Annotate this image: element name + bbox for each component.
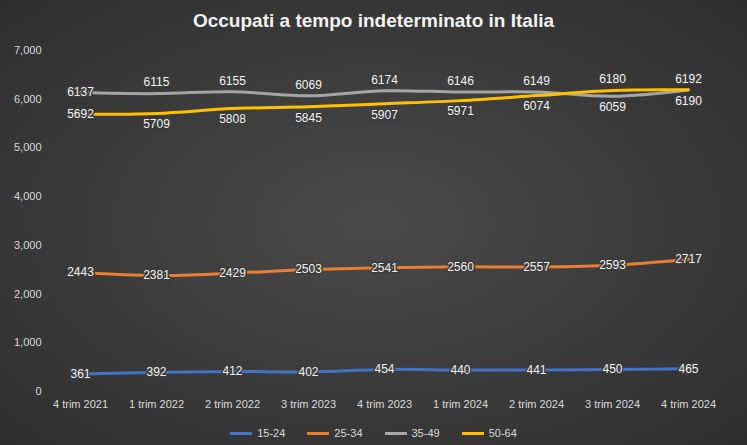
html-text:15-24: 15-24 [257, 427, 286, 439]
svg-text:6059: 6059 [599, 100, 626, 114]
svg-text:6,000: 6,000 [14, 93, 42, 105]
svg-text:2503: 2503 [295, 262, 322, 276]
svg-text:6155: 6155 [219, 74, 246, 88]
svg-text:6069: 6069 [295, 78, 322, 92]
svg-text:2541: 2541 [371, 261, 398, 275]
svg-text:5971: 5971 [447, 104, 474, 118]
html-text:50-64: 50-64 [488, 427, 517, 439]
svg-text:7,000: 7,000 [14, 44, 42, 56]
svg-text:1,000: 1,000 [14, 336, 42, 348]
html-text:Occupati a tempo indeterminato: Occupati a tempo indeterminato in Italia [193, 10, 554, 31]
svg-text:6174: 6174 [371, 73, 398, 87]
html-text:35-49: 35-49 [411, 427, 440, 439]
html-text:25-34: 25-34 [334, 427, 363, 439]
svg-text:3 trim 2024: 3 trim 2024 [585, 398, 640, 410]
svg-text:5907: 5907 [371, 108, 398, 122]
svg-text:2557: 2557 [523, 260, 550, 274]
svg-text:5692: 5692 [67, 107, 94, 121]
svg-text:4 trim 2021: 4 trim 2021 [53, 398, 108, 410]
svg-text:2593: 2593 [599, 258, 626, 272]
svg-text:2429: 2429 [219, 266, 246, 280]
svg-text:5808: 5808 [219, 112, 246, 126]
svg-text:6149: 6149 [523, 74, 550, 88]
svg-text:6146: 6146 [447, 74, 474, 88]
svg-text:6137: 6137 [67, 85, 94, 99]
svg-text:465: 465 [678, 362, 698, 376]
svg-text:3,000: 3,000 [14, 239, 42, 251]
svg-text:4 trim 2023: 4 trim 2023 [357, 398, 412, 410]
svg-text:3 trim 2023: 3 trim 2023 [281, 398, 336, 410]
svg-text:361: 361 [70, 367, 90, 381]
svg-text:2717: 2717 [675, 252, 702, 266]
svg-text:5709: 5709 [143, 117, 170, 131]
svg-text:450: 450 [602, 362, 622, 376]
svg-text:1 trim 2022: 1 trim 2022 [129, 398, 184, 410]
svg-text:1 trim 2024: 1 trim 2024 [433, 398, 488, 410]
svg-text:402: 402 [298, 365, 318, 379]
svg-text:6190: 6190 [675, 94, 702, 108]
svg-text:6074: 6074 [523, 99, 550, 113]
svg-text:0: 0 [35, 385, 41, 397]
svg-text:4 trim 2024: 4 trim 2024 [661, 398, 716, 410]
svg-text:5,000: 5,000 [14, 141, 42, 153]
svg-text:4,000: 4,000 [14, 190, 42, 202]
svg-text:2 trim 2024: 2 trim 2024 [509, 398, 564, 410]
svg-text:6192: 6192 [675, 72, 702, 86]
svg-text:5845: 5845 [295, 111, 322, 125]
svg-text:2 trim 2022: 2 trim 2022 [205, 398, 260, 410]
svg-text:2443: 2443 [67, 265, 94, 279]
svg-text:6115: 6115 [144, 75, 170, 89]
svg-text:2560: 2560 [447, 260, 474, 274]
svg-text:454: 454 [374, 362, 394, 376]
svg-text:6180: 6180 [599, 72, 626, 86]
svg-text:440: 440 [450, 363, 470, 377]
svg-text:392: 392 [146, 365, 166, 379]
svg-text:412: 412 [222, 364, 242, 378]
svg-text:2381: 2381 [143, 268, 170, 282]
svg-text:441: 441 [526, 363, 546, 377]
svg-text:2,000: 2,000 [14, 288, 42, 300]
